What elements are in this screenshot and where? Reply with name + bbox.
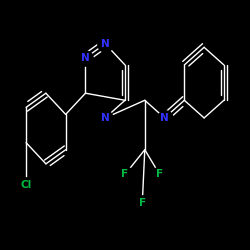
Text: N: N xyxy=(101,39,110,49)
Text: N: N xyxy=(160,113,169,123)
Text: N: N xyxy=(101,113,110,123)
Text: F: F xyxy=(122,170,128,179)
Text: N: N xyxy=(81,53,90,63)
Text: F: F xyxy=(156,170,163,179)
Text: F: F xyxy=(139,198,146,208)
Text: Cl: Cl xyxy=(20,180,32,190)
